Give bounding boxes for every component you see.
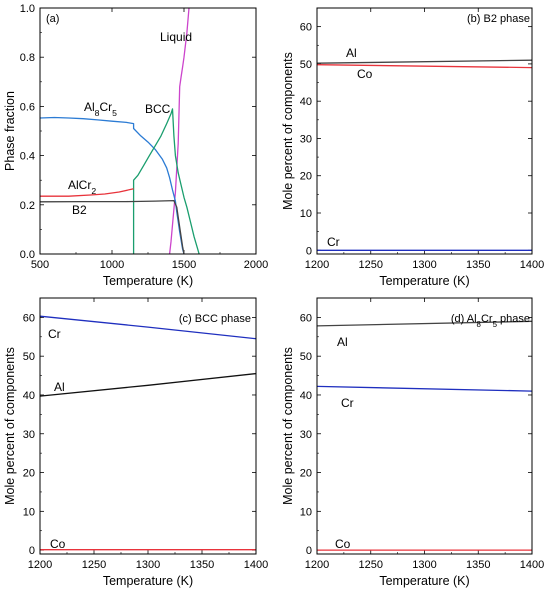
y-tick-label: 10 bbox=[300, 208, 312, 220]
panel-label: (d) Al8Cr5 phase bbox=[451, 313, 530, 329]
y-axis-label: Mole percent of components bbox=[281, 347, 295, 505]
series-annotation: Cr bbox=[327, 235, 340, 249]
x-tick-label: 1350 bbox=[466, 259, 490, 271]
series-line-al bbox=[316, 320, 533, 327]
y-tick-label: 0.2 bbox=[20, 200, 35, 212]
y-tick-label: 10 bbox=[300, 506, 312, 518]
x-tick-label: 1250 bbox=[82, 559, 106, 571]
series-annotation: Co bbox=[357, 67, 373, 81]
y-tick-label: 0 bbox=[29, 545, 35, 557]
series-line-b2 bbox=[39, 199, 185, 255]
plot-frame bbox=[316, 297, 533, 555]
x-axis-label: Temperature (K) bbox=[379, 574, 469, 588]
series-annotation: B2 bbox=[72, 203, 87, 217]
y-tick-label: 50 bbox=[300, 59, 312, 71]
x-axis-label: Temperature (K) bbox=[103, 274, 193, 288]
panel-label: (a) bbox=[46, 13, 59, 25]
y-tick-label: 60 bbox=[300, 312, 312, 324]
chart-panel-4: 1200 1250 1300 1350 1400 0 10 20 30 40 50 60 Tempera… bbox=[281, 297, 544, 588]
x-tick-label: 1500 bbox=[172, 259, 196, 271]
plot-frame bbox=[316, 7, 533, 255]
series-line-alcr2 bbox=[40, 188, 134, 197]
y-tick-label: 50 bbox=[23, 351, 35, 363]
chart-panel-2: 1200 1250 1300 1350 1400 0 10 20 30 40 50 60 Tempera… bbox=[281, 7, 544, 288]
x-tick-label: 1300 bbox=[412, 259, 436, 271]
series-line-co bbox=[316, 64, 533, 69]
x-tick-label: 1200 bbox=[28, 559, 52, 571]
y-tick-label: 40 bbox=[23, 390, 35, 402]
y-tick-label: 0.0 bbox=[20, 249, 35, 261]
y-axis-label: Phase fraction bbox=[3, 91, 17, 171]
y-tick-label: 40 bbox=[300, 96, 312, 108]
y-tick-label: 0 bbox=[306, 245, 312, 257]
y-tick-label: 30 bbox=[23, 429, 35, 441]
x-tick-label: 1000 bbox=[100, 259, 124, 271]
series-line-cr bbox=[39, 315, 257, 340]
series-annotation: Co bbox=[335, 537, 351, 551]
y-tick-label: 20 bbox=[300, 468, 312, 480]
series-annotation: BCC bbox=[145, 102, 171, 116]
y-tick-label: 40 bbox=[300, 390, 312, 402]
y-tick-label: 10 bbox=[23, 506, 35, 518]
series-line-bcc bbox=[132, 108, 200, 255]
series-annotation: Al bbox=[346, 46, 357, 60]
series-annotation: Cr bbox=[341, 396, 354, 410]
x-tick-label: 1400 bbox=[520, 559, 544, 571]
x-tick-label: 2000 bbox=[244, 259, 268, 271]
x-tick-label: 1200 bbox=[305, 259, 329, 271]
x-axis-label: Temperature (K) bbox=[379, 274, 469, 288]
y-tick-label: 0.6 bbox=[20, 101, 35, 113]
series-line-al bbox=[39, 372, 257, 397]
plot-frame bbox=[39, 7, 257, 255]
chart-panel-1: 500 1000 1500 2000 0.0 0.2 0.4 0.6 0.8 1.0 Tempera… bbox=[3, 3, 268, 288]
panel-label: (c) BCC phase bbox=[179, 313, 251, 325]
plot-frame bbox=[39, 297, 257, 555]
y-tick-label: 30 bbox=[300, 133, 312, 145]
x-tick-label: 1250 bbox=[359, 259, 383, 271]
x-tick-label: 1300 bbox=[136, 559, 160, 571]
y-tick-label: 30 bbox=[300, 429, 312, 441]
series-annotation: Al bbox=[337, 335, 348, 349]
chart-panel-3: 1200 1250 1300 1350 1400 0 10 20 30 40 50 60 Tempera… bbox=[3, 297, 268, 588]
y-tick-label: 20 bbox=[300, 171, 312, 183]
x-tick-label: 1400 bbox=[244, 559, 268, 571]
series-line-al8cr5 bbox=[39, 116, 185, 255]
panel-label: (b) B2 phase bbox=[467, 13, 530, 25]
y-axis-label: Mole percent of components bbox=[281, 52, 295, 210]
series-annotation: Al8Cr5 bbox=[84, 100, 117, 118]
y-tick-label: 20 bbox=[23, 468, 35, 480]
series-annotation: Al bbox=[54, 380, 65, 394]
y-tick-label: 0.8 bbox=[20, 52, 35, 64]
x-tick-label: 1200 bbox=[305, 559, 329, 571]
y-axis-label: Mole percent of components bbox=[3, 347, 17, 505]
x-tick-label: 1400 bbox=[520, 259, 544, 271]
x-tick-label: 1300 bbox=[412, 559, 436, 571]
y-tick-label: 50 bbox=[300, 351, 312, 363]
y-tick-label: 0 bbox=[306, 545, 312, 557]
series-line-al bbox=[316, 59, 533, 64]
x-tick-label: 1350 bbox=[466, 559, 490, 571]
series-annotation: Liquid bbox=[160, 30, 192, 44]
y-tick-label: 60 bbox=[300, 22, 312, 34]
series-line-liquid bbox=[168, 7, 190, 255]
series-annotation: AlCr2 bbox=[68, 178, 96, 196]
x-axis-label: Temperature (K) bbox=[103, 574, 193, 588]
y-tick-label: 0.4 bbox=[20, 151, 35, 163]
x-tick-label: 1350 bbox=[190, 559, 214, 571]
y-tick-label: 60 bbox=[23, 312, 35, 324]
series-annotation: Cr bbox=[48, 327, 61, 341]
series-line-cr bbox=[316, 385, 533, 392]
x-tick-label: 1250 bbox=[359, 559, 383, 571]
y-tick-label: 1.0 bbox=[20, 3, 35, 15]
series-annotation: Co bbox=[50, 537, 66, 551]
x-tick-label: 500 bbox=[31, 259, 49, 271]
